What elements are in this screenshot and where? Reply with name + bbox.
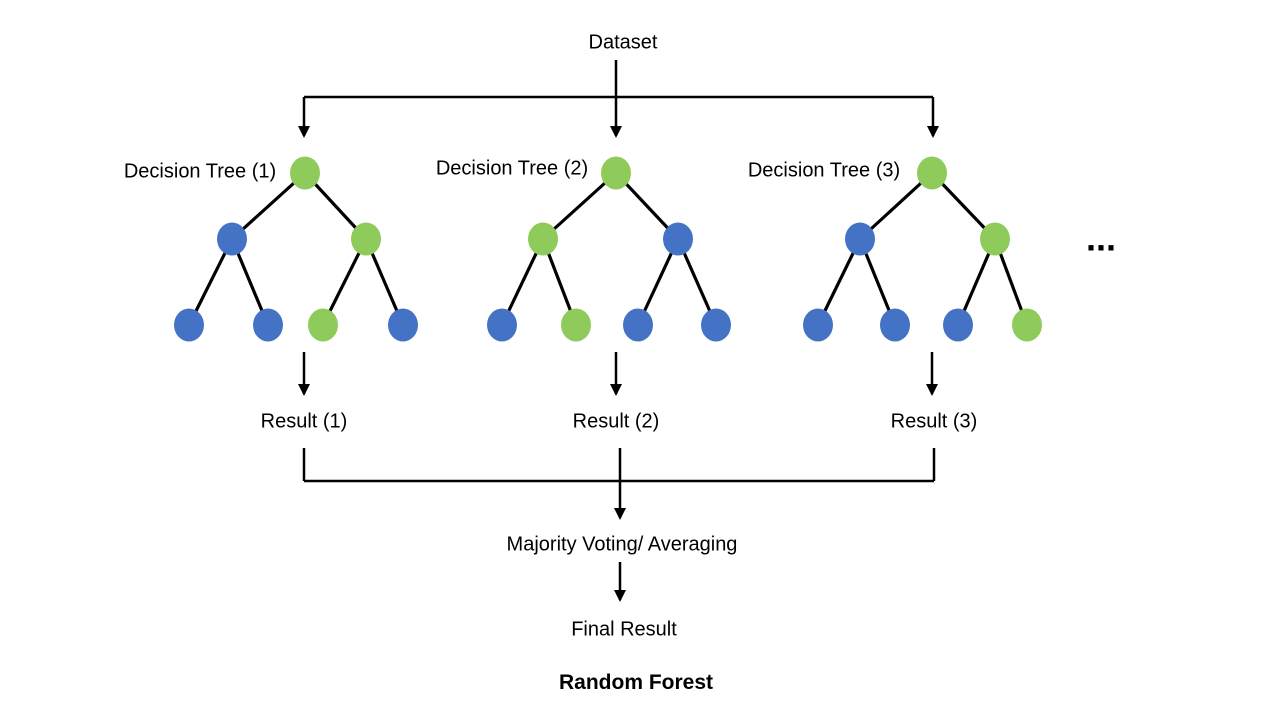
decision-tree-1-node-6-blue xyxy=(388,308,418,342)
decision-tree-2-label: Decision Tree (2) xyxy=(435,157,589,180)
decision-tree-3-node-1-blue xyxy=(845,222,875,256)
decision-tree-2-node-3-blue xyxy=(487,308,517,342)
decision-tree-1-node-0-green xyxy=(290,156,320,190)
decision-tree-2-node-4-green xyxy=(561,308,591,342)
diagram-title: Random Forest xyxy=(558,670,714,694)
decision-tree-2-node-5-blue xyxy=(623,308,653,342)
decision-tree-2-edge-0 xyxy=(541,171,618,241)
decision-tree-1-node-2-green xyxy=(351,222,381,256)
decision-tree-3-edge-0 xyxy=(858,171,934,241)
decision-tree-1-node-4-blue xyxy=(253,308,283,342)
decision-tree-3-node-6-green xyxy=(1012,308,1042,342)
decision-tree-2-node-6-blue xyxy=(701,308,731,342)
result-2-label: Result (2) xyxy=(572,410,660,433)
dataset-label: Dataset xyxy=(588,31,658,54)
decision-tree-3-node-3-blue xyxy=(803,308,833,342)
decision-tree-1-node-5-green xyxy=(308,308,338,342)
decision-tree-1-label: Decision Tree (1) xyxy=(123,160,277,183)
decision-tree-1-node-1-blue xyxy=(217,222,247,256)
result-1-label: Result (1) xyxy=(260,410,348,433)
decision-tree-2-node-0-green xyxy=(601,156,631,190)
result-3-label: Result (3) xyxy=(890,410,978,433)
decision-tree-3-node-5-blue xyxy=(943,308,973,342)
more-trees-ellipsis: ... xyxy=(1085,217,1117,259)
decision-tree-3-label: Decision Tree (3) xyxy=(747,159,901,182)
decision-tree-1-node-3-blue xyxy=(174,308,204,342)
final-result-label: Final Result xyxy=(571,618,677,641)
decision-tree-3-node-4-blue xyxy=(880,308,910,342)
decision-tree-2-node-2-blue xyxy=(663,222,693,256)
decision-tree-1-edge-0 xyxy=(230,171,307,241)
majority-voting-label: Majority Voting/ Averaging xyxy=(506,533,738,556)
decision-tree-2-node-1-green xyxy=(528,222,558,256)
decision-tree-3-node-0-green xyxy=(917,156,947,190)
decision-tree-3-node-2-green xyxy=(980,222,1010,256)
